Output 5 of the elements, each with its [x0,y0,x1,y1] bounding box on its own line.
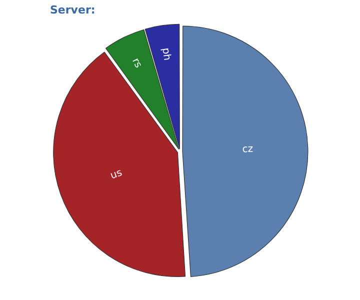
slice-label: rs [130,56,144,70]
chart-title: Server: [50,3,96,16]
slice-label: us [109,167,124,182]
slice-label: cz [242,144,254,156]
slice-label: ph [160,47,172,62]
